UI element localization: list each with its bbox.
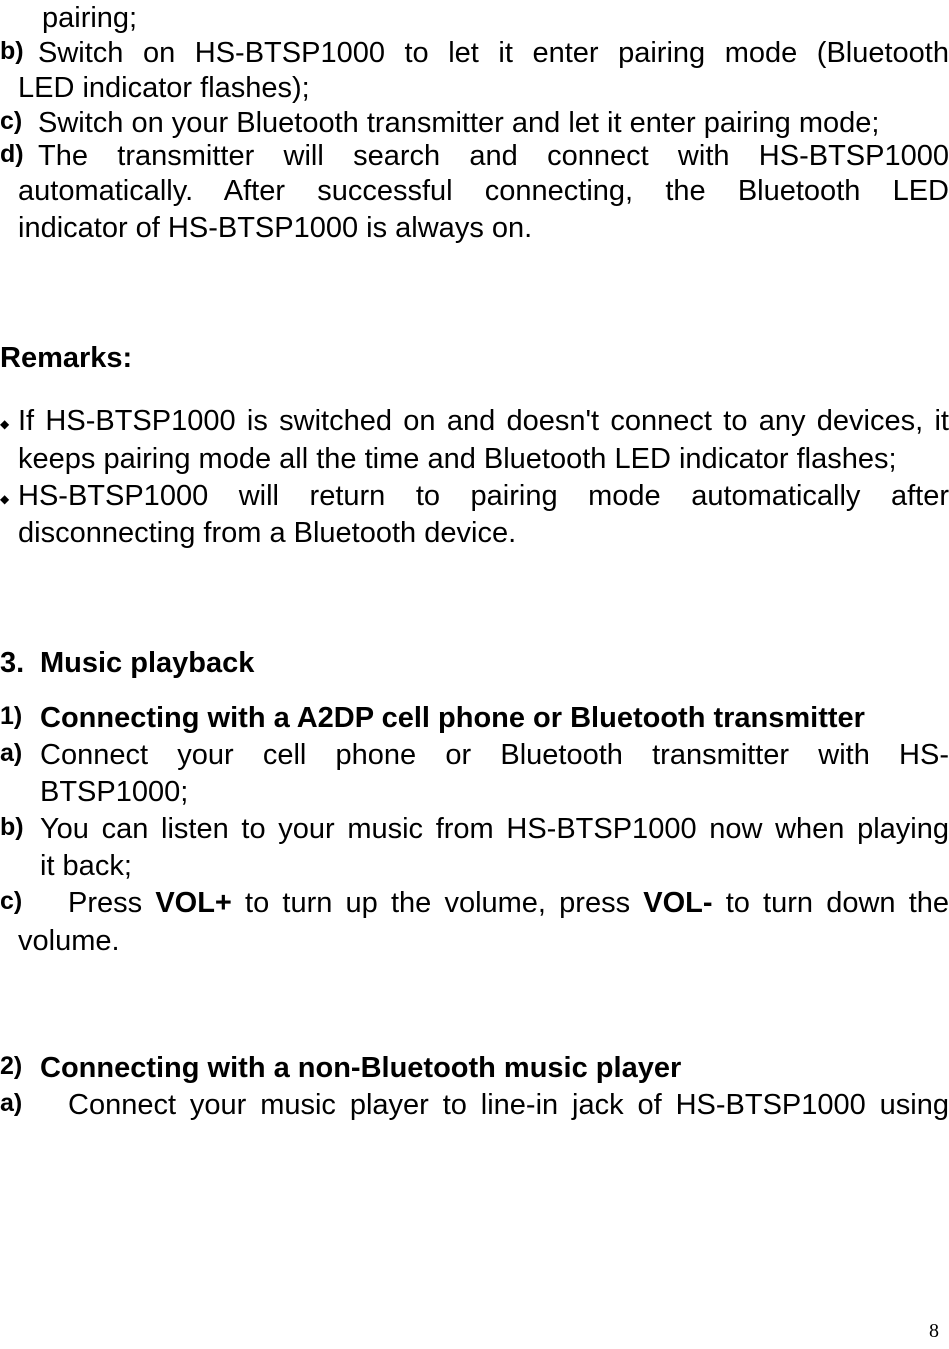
sub-1c-line2: volume. xyxy=(0,923,949,960)
item-b-line2: LED indicator flashes); xyxy=(0,70,949,107)
sub-1b-line1: You can listen to your music from HS-BTS… xyxy=(40,811,949,848)
section-3-heading: 3. Music playback xyxy=(0,647,949,680)
diamond-icon: ◆ xyxy=(0,478,18,507)
remarks-heading: Remarks: xyxy=(0,342,949,375)
page-number: 8 xyxy=(929,1320,939,1343)
item-b: b) Switch on HS-BTSP1000 to let it enter… xyxy=(0,37,949,70)
remark-2-line1: HS-BTSP1000 will return to pairing mode … xyxy=(18,478,949,515)
sub-1c-mid: to turn up the volume, press xyxy=(232,887,643,919)
sub-1b: b) You can listen to your music from HS-… xyxy=(0,811,949,848)
remark-1: ◆ If HS-BTSP1000 is switched on and does… xyxy=(0,403,949,440)
sub-1-marker: 1) xyxy=(0,700,40,732)
remark-2-line2: disconnecting from a Bluetooth device. xyxy=(0,515,949,552)
sub-1: 1) Connecting with a A2DP cell phone or … xyxy=(0,700,949,737)
sub-1c-post: to turn down the xyxy=(713,887,949,919)
sub-1a: a) Connect your cell phone or Bluetooth … xyxy=(0,737,949,774)
sub-1a-marker: a) xyxy=(0,737,40,769)
sub-2a-line1: Connect your music player to line-in jac… xyxy=(40,1087,949,1124)
sub-2-title: Connecting with a non-Bluetooth music pl… xyxy=(40,1050,949,1087)
sub-1c-marker: c) xyxy=(0,885,40,917)
vol-minus-label: VOL- xyxy=(643,887,712,919)
item-c-line1: Switch on your Bluetooth transmitter and… xyxy=(38,107,949,140)
item-d-marker: d) xyxy=(0,140,38,169)
sub-1c: c) Press VOL+ to turn up the volume, pre… xyxy=(0,885,949,922)
sub-1c-line1: Press VOL+ to turn up the volume, press … xyxy=(40,885,949,922)
sub-1a-line1: Connect your cell phone or Bluetooth tra… xyxy=(40,737,949,774)
item-d-line3: indicator of HS-BTSP1000 is always on. xyxy=(0,210,949,247)
item-b-marker: b) xyxy=(0,37,38,66)
remark-2: ◆ HS-BTSP1000 will return to pairing mod… xyxy=(0,478,949,515)
item-d-line1: The transmitter will search and connect … xyxy=(38,140,949,173)
sub-2a-text: Connect your music player to line-in jac… xyxy=(68,1089,949,1121)
sub-2a-marker: a) xyxy=(0,1087,40,1119)
sub-2-marker: 2) xyxy=(0,1050,40,1082)
item-d: d) The transmitter will search and conne… xyxy=(0,140,949,173)
vol-plus-label: VOL+ xyxy=(155,887,232,919)
section-3-title: Music playback xyxy=(40,647,254,680)
section-3-num: 3. xyxy=(0,647,40,680)
remark-1-line2: keeps pairing mode all the time and Blue… xyxy=(0,441,949,478)
sub-1b-line2: it back; xyxy=(0,848,949,885)
sub-1-title: Connecting with a A2DP cell phone or Blu… xyxy=(40,700,949,737)
remark-1-line1: If HS-BTSP1000 is switched on and doesn'… xyxy=(18,403,949,440)
diamond-icon: ◆ xyxy=(0,403,18,432)
sub-2a: a) Connect your music player to line-in … xyxy=(0,1087,949,1124)
sub-1c-pre: Press xyxy=(68,887,155,919)
item-d-line2: automatically. After successful connecti… xyxy=(0,173,949,210)
item-b-line1: Switch on HS-BTSP1000 to let it enter pa… xyxy=(38,37,949,70)
sub-2: 2) Connecting with a non-Bluetooth music… xyxy=(0,1050,949,1087)
item-a-cont: pairing; xyxy=(0,0,949,37)
item-c-marker: c) xyxy=(0,107,38,136)
sub-1b-marker: b) xyxy=(0,811,40,843)
sub-1a-line2: BTSP1000; xyxy=(0,774,949,811)
page-container: pairing; b) Switch on HS-BTSP1000 to let… xyxy=(0,0,949,1349)
item-c: c) Switch on your Bluetooth transmitter … xyxy=(0,107,949,140)
